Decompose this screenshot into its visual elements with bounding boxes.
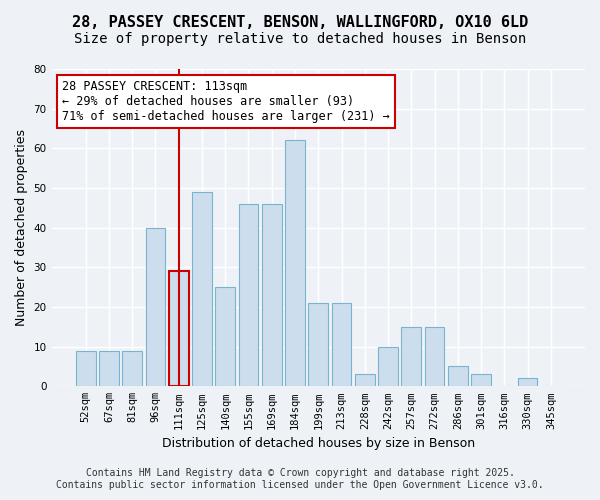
- Bar: [425, 327, 445, 386]
- Bar: [76, 350, 95, 386]
- Bar: [448, 366, 468, 386]
- Bar: [262, 204, 281, 386]
- Bar: [239, 204, 259, 386]
- Text: 28, PASSEY CRESCENT, BENSON, WALLINGFORD, OX10 6LD: 28, PASSEY CRESCENT, BENSON, WALLINGFORD…: [72, 15, 528, 30]
- Bar: [192, 192, 212, 386]
- Bar: [215, 287, 235, 386]
- Bar: [518, 378, 538, 386]
- Bar: [146, 228, 166, 386]
- Bar: [169, 272, 188, 386]
- Bar: [308, 303, 328, 386]
- Bar: [355, 374, 374, 386]
- Bar: [122, 350, 142, 386]
- Bar: [332, 303, 352, 386]
- Bar: [378, 346, 398, 387]
- Bar: [99, 350, 119, 386]
- X-axis label: Distribution of detached houses by size in Benson: Distribution of detached houses by size …: [162, 437, 475, 450]
- Y-axis label: Number of detached properties: Number of detached properties: [15, 129, 28, 326]
- Text: Contains HM Land Registry data © Crown copyright and database right 2025.
Contai: Contains HM Land Registry data © Crown c…: [56, 468, 544, 490]
- Bar: [401, 327, 421, 386]
- Text: 28 PASSEY CRESCENT: 113sqm
← 29% of detached houses are smaller (93)
71% of semi: 28 PASSEY CRESCENT: 113sqm ← 29% of deta…: [62, 80, 390, 123]
- Text: Size of property relative to detached houses in Benson: Size of property relative to detached ho…: [74, 32, 526, 46]
- Bar: [285, 140, 305, 386]
- Bar: [471, 374, 491, 386]
